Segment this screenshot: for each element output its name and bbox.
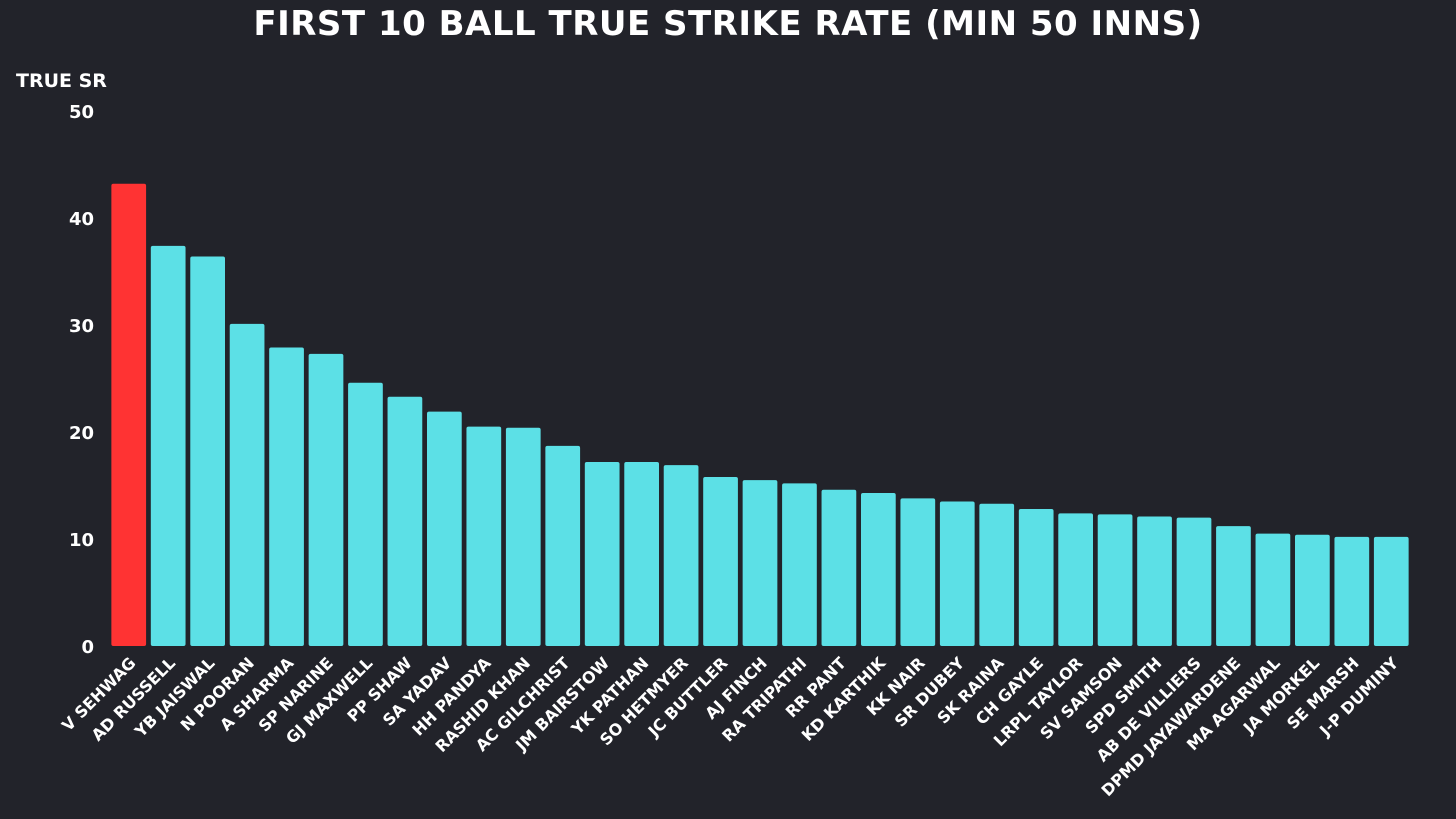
bar <box>229 323 265 646</box>
y-tick-label: 20 <box>69 423 94 444</box>
y-tick-label: 30 <box>69 316 94 337</box>
y-tick-label: 0 <box>81 637 94 658</box>
bar <box>427 411 462 646</box>
bar <box>269 347 304 646</box>
bar <box>348 382 383 646</box>
bar <box>466 426 502 646</box>
y-tick-label: 40 <box>69 209 94 230</box>
bar <box>1295 534 1330 646</box>
bar <box>742 480 778 646</box>
chart-title: FIRST 10 BALL TRUE STRIKE RATE (MIN 50 I… <box>253 4 1203 44</box>
bar <box>1176 517 1212 646</box>
bar <box>190 256 225 646</box>
bar <box>861 492 896 646</box>
y-tick-label: 50 <box>69 102 94 123</box>
y-tick-label: 10 <box>69 530 94 551</box>
bar <box>624 461 659 646</box>
bar <box>663 465 699 646</box>
y-axis-label: TRUE SR <box>16 70 107 92</box>
bar <box>1334 536 1370 646</box>
bar <box>1216 526 1251 646</box>
bar <box>703 476 738 646</box>
bar <box>821 489 857 646</box>
bar <box>782 483 817 646</box>
bar <box>505 427 541 646</box>
bar <box>1373 536 1409 646</box>
bar <box>1255 533 1291 646</box>
bar <box>1018 509 1054 646</box>
bar <box>1137 516 1172 646</box>
bar <box>979 503 1015 646</box>
bar <box>111 183 147 646</box>
bar <box>387 396 423 646</box>
bar <box>900 498 936 646</box>
bar <box>150 245 186 646</box>
bar <box>584 461 620 646</box>
bar <box>939 501 975 646</box>
bar <box>308 353 344 646</box>
bar <box>1058 513 1093 646</box>
bar <box>545 445 581 646</box>
bar <box>1097 514 1133 646</box>
